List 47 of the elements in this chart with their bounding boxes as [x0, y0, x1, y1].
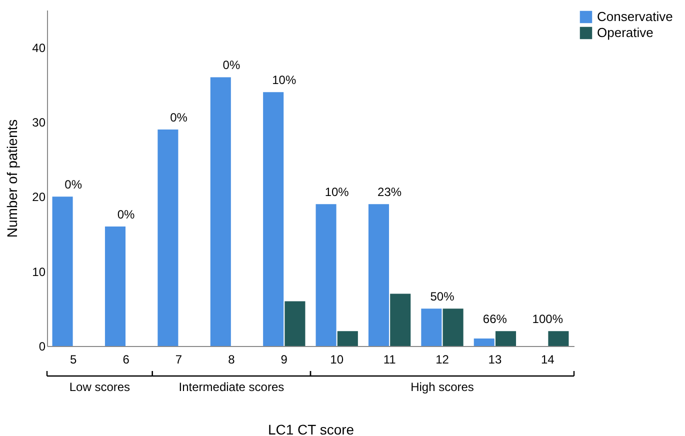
annotation: 0% — [64, 178, 82, 192]
x-tick-label: 6 — [122, 352, 130, 366]
y-tick-label: 10 — [32, 264, 46, 279]
annotation: 10% — [324, 185, 350, 200]
x-axis-title: LC1 CT score — [268, 422, 354, 436]
x-tick-label: 12 — [436, 352, 450, 366]
annotation: 0% — [117, 208, 136, 222]
text: Intermediate scores — [178, 380, 284, 394]
x-tick-label: 14 — [540, 352, 555, 366]
x-tick-label: 5 — [70, 352, 78, 366]
annotation: 100% — [532, 312, 564, 326]
annotation: 0% — [222, 58, 240, 72]
y-axis-title: Number of patients — [4, 119, 20, 238]
bar — [495, 331, 516, 346]
annotation: 23% — [378, 185, 402, 200]
annotation: 0% — [170, 110, 188, 124]
legend-label: Operative — [597, 25, 654, 40]
x-tick-label: 7 — [175, 352, 182, 366]
text: Low scores — [69, 380, 130, 394]
x-tick-label: 8 — [228, 352, 236, 366]
x-tick-label: 10 — [330, 352, 344, 366]
bar — [210, 77, 231, 346]
bar — [474, 338, 494, 346]
bar — [390, 294, 411, 346]
x-tick-label: 9 — [280, 352, 288, 366]
text: High scores — [410, 380, 474, 394]
y-tick-label: 0 — [38, 340, 46, 354]
bar — [158, 129, 178, 346]
bar — [316, 204, 336, 346]
y-tick-label: 20 — [32, 190, 46, 204]
bar — [52, 196, 73, 346]
annotation: 50% — [430, 290, 455, 304]
bar — [421, 308, 442, 346]
annotation: 10% — [272, 73, 296, 88]
legend-label: Conservative — [597, 9, 673, 24]
y-tick-label: 40 — [32, 40, 46, 55]
bar — [368, 204, 390, 346]
x-tick-label: 13 — [488, 352, 502, 366]
bar — [104, 226, 126, 346]
bar — [442, 308, 464, 346]
annotation: 66% — [482, 312, 508, 326]
y-tick-label: 30 — [32, 116, 46, 130]
bar — [548, 331, 569, 346]
bar — [337, 331, 358, 346]
x-tick-label: 11 — [383, 352, 396, 366]
bar — [284, 301, 306, 346]
bar — [263, 92, 284, 346]
